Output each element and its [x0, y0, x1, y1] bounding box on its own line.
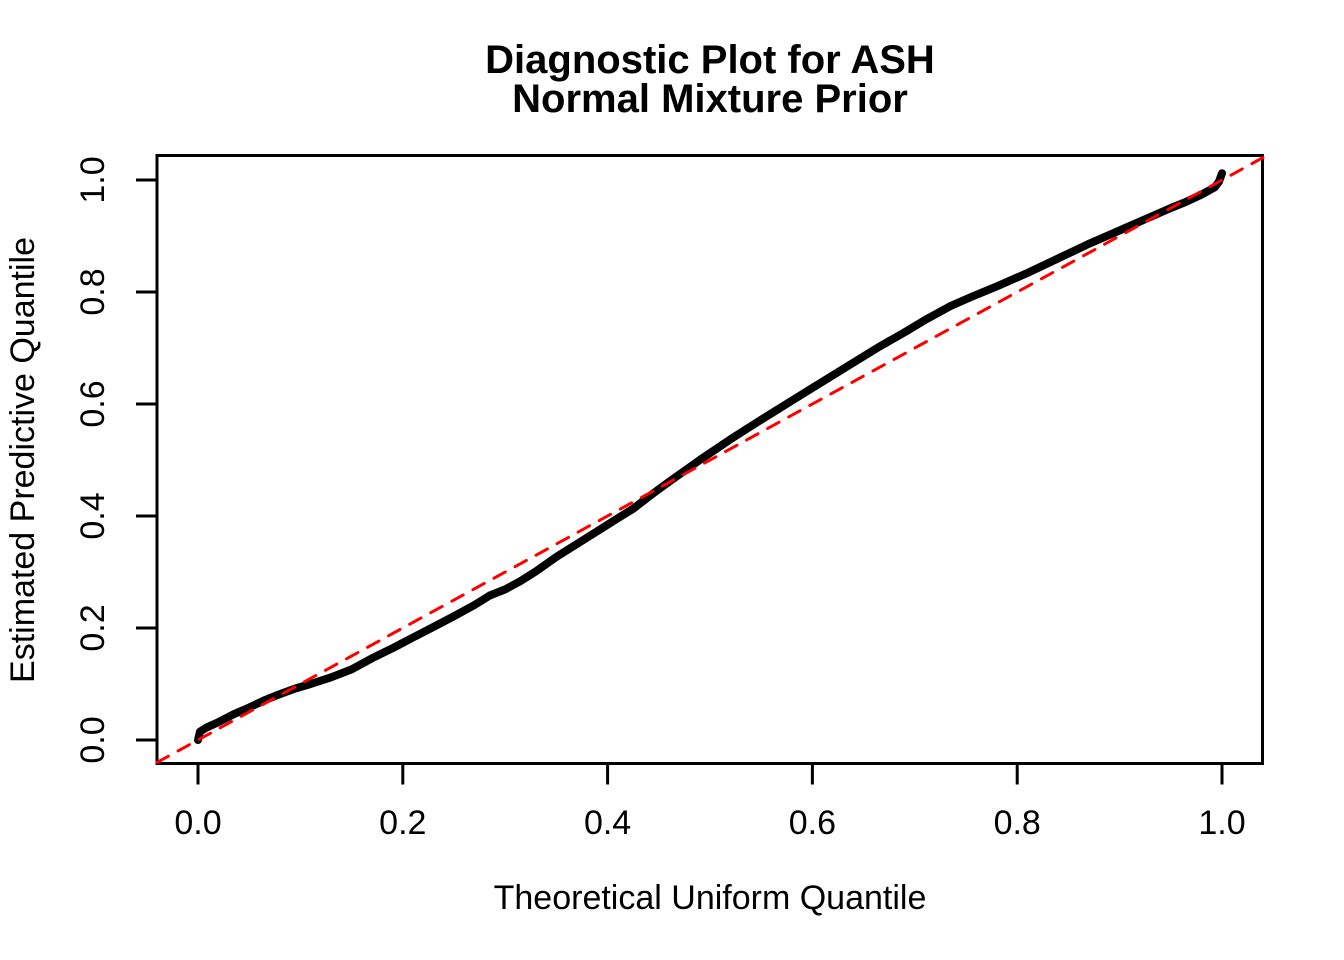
x-tick-label: 0.6: [789, 804, 836, 842]
y-tick-label: 1.0: [74, 156, 112, 203]
y-axis-label: Estimated Predictive Quantile: [4, 237, 42, 683]
x-tick-label: 0.2: [379, 804, 426, 842]
y-tick-label: 0.6: [74, 380, 112, 427]
x-tick-label: 1.0: [1198, 804, 1245, 842]
identity-reference-line: [155, 156, 1265, 764]
estimated-predictive-quantile-curve: [194, 169, 1226, 744]
plot-box: [155, 154, 1264, 765]
x-tick-label: 0.8: [994, 804, 1041, 842]
x-axis-label: Theoretical Uniform Quantile: [494, 879, 927, 917]
y-tick-label: 0.2: [74, 604, 112, 651]
x-tick-label: 0.4: [584, 804, 631, 842]
chart-title-line1: Diagnostic Plot for ASH: [485, 38, 935, 82]
y-tick-label: 0.4: [74, 492, 112, 539]
y-tick-label: 0.8: [74, 268, 112, 315]
axes: 0.0 0.2 0.4 0.6 0.8 1.0 0.0 0.2 0.4 0.6 0.8 1.0: [74, 154, 1264, 842]
series-lines: [155, 156, 1265, 764]
chart-title-line2: Normal Mixture Prior: [512, 77, 908, 121]
x-tick-label: 0.0: [174, 804, 221, 842]
y-tick-label: 0.0: [74, 716, 112, 763]
